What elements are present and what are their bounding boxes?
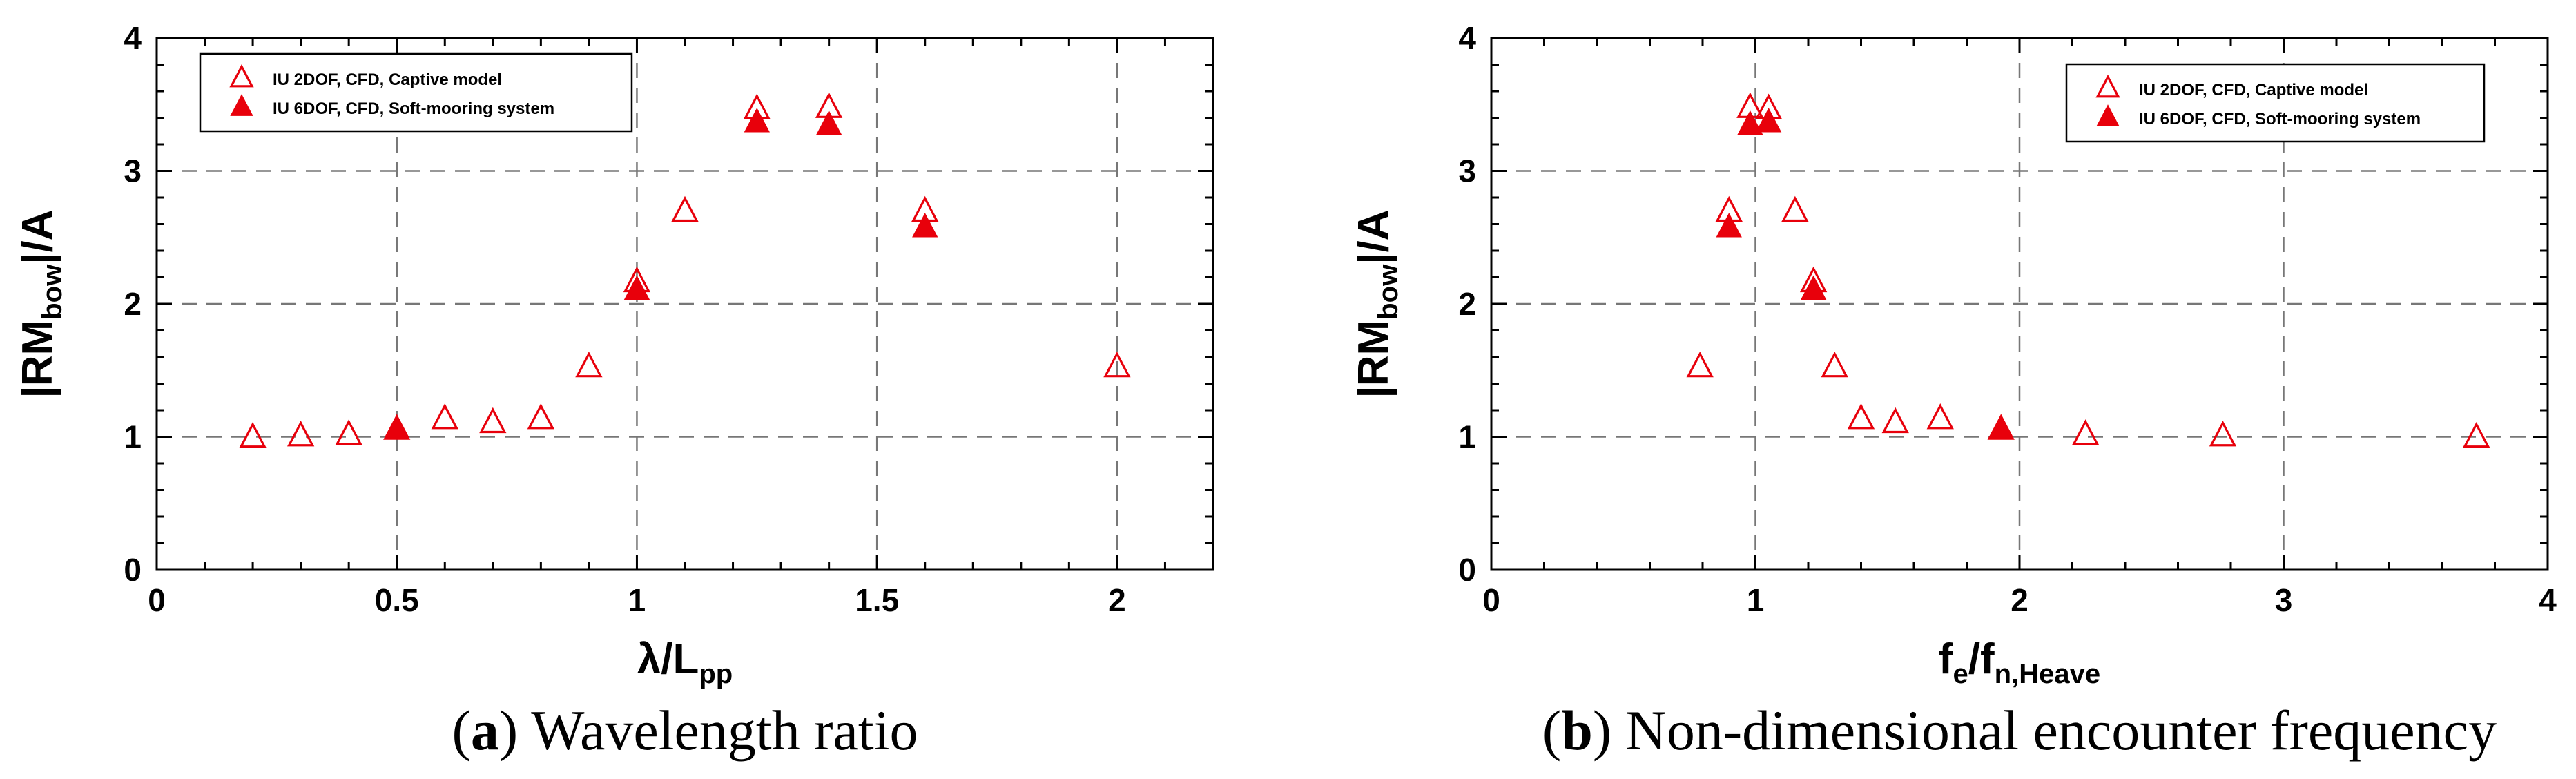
data-point-6dof [623, 275, 650, 300]
data-point-6dof [384, 414, 410, 440]
legend-marker [2095, 74, 2120, 98]
legend-label: IU 2DOF, CFD, Captive model [273, 70, 502, 89]
data-point-6dof [1988, 414, 2014, 440]
x-tick-label: 3 [2275, 582, 2293, 618]
legend-box [2065, 63, 2486, 143]
data-point-2dof [1821, 351, 1848, 378]
data-point-2dof [527, 403, 555, 430]
y-axis-title: |RMbow|/A [1350, 209, 1404, 398]
data-point-2dof [239, 421, 267, 448]
legend-box [199, 52, 633, 133]
x-tick-label: 0 [148, 582, 166, 618]
data-point-6dof [1800, 275, 1827, 300]
data-point-2dof [1926, 403, 1954, 430]
legend-marker [2096, 104, 2120, 126]
data-point-2dof [2209, 421, 2237, 447]
data-point-2dof [1686, 351, 1714, 378]
chart-panel-b: 0 1 2 3 4 0 1 2 3 4 |RMbow|/A fe/fn,Heave IU 2DOF, C… [1350, 20, 2557, 762]
y-tick-label: 1 [124, 419, 142, 455]
data-point-2dof [1847, 403, 1875, 430]
data-point-2dof [1881, 407, 1909, 434]
data-point-2dof [335, 419, 362, 445]
chart-panel-a: 0 0.5 1 1.5 2 0 1 2 3 4 |RMbow|/A λ/Lpp IU 2DOF, CFD… [14, 20, 1214, 762]
data-point-2dof [575, 351, 603, 378]
data-point-2dof [287, 421, 315, 447]
data-point-2dof [1781, 195, 1809, 222]
data-point-2dof [1103, 351, 1131, 378]
x-tick-label: 1.5 [855, 582, 899, 618]
x-tick-label: 0.5 [375, 582, 419, 618]
legend: IU 2DOF, CFD, Captive model IU 6DOF, CFD,… [2065, 63, 2486, 143]
x-tick-label: 1 [1747, 582, 1765, 618]
y-tick-label: 4 [1458, 20, 1476, 56]
data-point-2dof [2463, 421, 2490, 448]
y-tick-label: 2 [124, 286, 142, 322]
x-tick-label: 2 [2011, 582, 2028, 618]
data-point-6dof [912, 213, 938, 238]
data-point-6dof [1755, 108, 1782, 133]
y-tick-label: 0 [1458, 552, 1476, 588]
x-tick-label: 1 [628, 582, 646, 618]
x-axis-title: λ/Lpp [637, 635, 733, 689]
data-point-6dof [744, 108, 770, 133]
x-tick-label: 4 [2539, 582, 2557, 618]
legend-label: IU 6DOF, CFD, Soft-mooring system [2139, 110, 2421, 128]
x-axis-title: fe/fn,Heave [1939, 635, 2100, 689]
data-point-2dof [671, 195, 699, 222]
legend: IU 2DOF, CFD, Captive model IU 6DOF, CFD,… [199, 52, 633, 133]
data-point-6dof [815, 110, 842, 135]
legend-marker [230, 94, 253, 116]
y-tick-label: 2 [1458, 286, 1476, 322]
legend-label: IU 6DOF, CFD, Soft-mooring system [273, 99, 554, 118]
data-point-6dof [1737, 110, 1763, 135]
x-tick-label: 2 [1108, 582, 1126, 618]
data-point-2dof [2071, 419, 2100, 445]
legend-marker [229, 64, 254, 88]
legend-label: IU 2DOF, CFD, Captive model [2139, 81, 2368, 99]
y-tick-label: 4 [124, 20, 142, 56]
y-tick-label: 3 [124, 153, 142, 189]
data-point-2dof [479, 407, 507, 434]
panel-caption: (b) Non-dimensional encounter frequency [1542, 699, 2497, 762]
y-tick-label: 0 [124, 552, 142, 588]
panel-caption: (a) Wavelength ratio [452, 699, 918, 762]
data-point-2dof [431, 403, 458, 430]
data-point-6dof [1716, 213, 1742, 238]
y-tick-label: 1 [1458, 419, 1476, 455]
y-axis-title: |RMbow|/A [14, 209, 68, 398]
x-tick-label: 0 [1482, 582, 1500, 618]
y-tick-label: 3 [1458, 153, 1476, 189]
